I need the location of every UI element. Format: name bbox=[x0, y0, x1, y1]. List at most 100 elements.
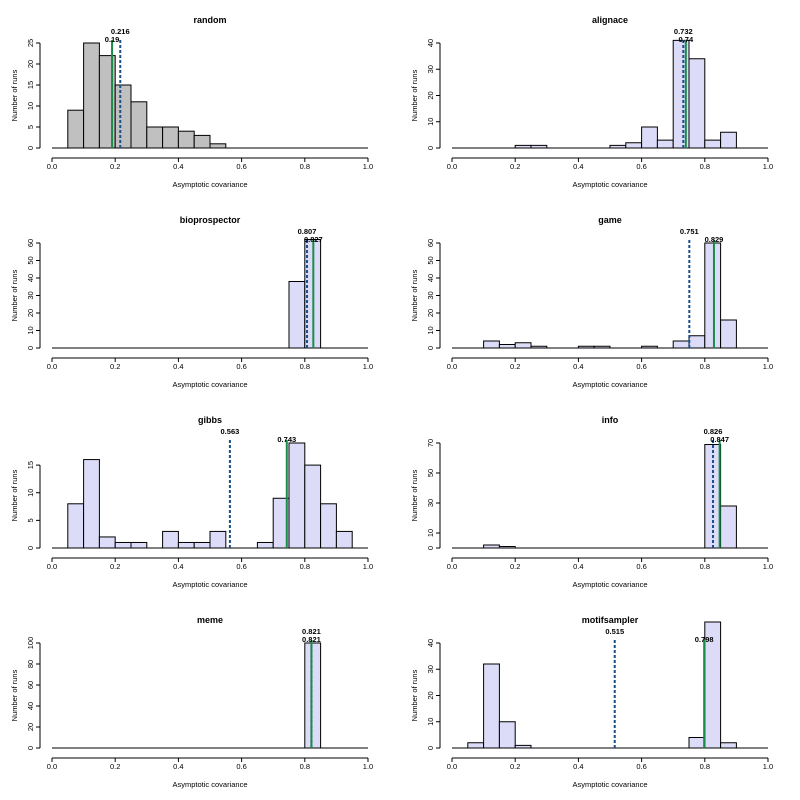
panel-bioprospector-x-tick-label: 0.4 bbox=[173, 362, 183, 371]
panel-bioprospector-x-tick-label: 0.6 bbox=[236, 362, 246, 371]
panel-random-y-tick-label: 15 bbox=[26, 81, 35, 89]
panel-info-x-tick-label: 0.6 bbox=[636, 562, 646, 571]
panel-alignace-title: alignace bbox=[592, 15, 628, 25]
panel-random-bar bbox=[193, 134, 211, 149]
panel-info-y-tick-label: 70 bbox=[426, 439, 435, 447]
panel-meme-y-tick-label: 0 bbox=[26, 746, 35, 750]
panel-gibbs-y-tick-label: 10 bbox=[26, 489, 35, 497]
panel-random-x-tick-label: 0.0 bbox=[47, 162, 57, 171]
panel-meme-y-tick-label: 40 bbox=[26, 702, 35, 710]
panel-motifsampler-y-tick-label: 10 bbox=[426, 718, 435, 726]
panel-gibbs-x-axis-label: Asymptotic covariance bbox=[172, 580, 247, 589]
panel-game-title: game bbox=[598, 215, 622, 225]
panel-game-x-tick-label: 0.6 bbox=[636, 362, 646, 371]
panel-random-title: random bbox=[193, 15, 226, 25]
panel-bioprospector-bar bbox=[288, 281, 306, 349]
panel-gibbs-x-tick-label: 0.8 bbox=[300, 562, 310, 571]
panel-alignace-x-tick-label: 0.8 bbox=[700, 162, 710, 171]
panel-bioprospector-y-tick-label: 20 bbox=[26, 309, 35, 317]
panel-gibbs-x-tick-label: 0.6 bbox=[236, 562, 246, 571]
panel-random-bar bbox=[177, 130, 195, 149]
panel-game-x-tick-label: 0.4 bbox=[573, 362, 583, 371]
panel-meme-solid-value-label: 0.821 bbox=[302, 635, 321, 644]
panel-motifsampler-bar bbox=[498, 721, 516, 749]
panel-motifsampler-x-tick-label: 0.0 bbox=[447, 762, 457, 771]
panel-random-x-tick-label: 0.6 bbox=[236, 162, 246, 171]
panel-gibbs-bar bbox=[114, 541, 132, 549]
panel-gibbs-y-tick-label: 0 bbox=[26, 546, 35, 550]
panel-game-x-tick-label: 0.0 bbox=[447, 362, 457, 371]
panel-motifsampler-y-tick-label: 0 bbox=[426, 746, 435, 750]
panel-alignace-x-tick-label: 0.4 bbox=[573, 162, 583, 171]
panel-game-y-tick-label: 0 bbox=[426, 346, 435, 350]
panel-motifsampler-y-axis-label: Number of runs bbox=[410, 669, 419, 721]
panel-motifsampler-x-tick-label: 0.2 bbox=[510, 762, 520, 771]
panel-game-x-tick-label: 0.2 bbox=[510, 362, 520, 371]
panel-meme-x-tick-label: 0.0 bbox=[47, 762, 57, 771]
panel-random-dashed-value-label: 0.216 bbox=[111, 27, 130, 36]
panel-gibbs-bar bbox=[320, 503, 337, 549]
panel-random-solid-value-label: 0.19 bbox=[105, 35, 120, 44]
panel-alignace-bar bbox=[641, 126, 658, 149]
panel-motifsampler-solid-value-label: 0.798 bbox=[695, 635, 714, 644]
panel-gibbs-bar bbox=[288, 442, 306, 549]
panel-info-y-axis-label: Number of runs bbox=[410, 469, 419, 521]
panel-gibbs-x-tick-label: 0.4 bbox=[173, 562, 183, 571]
panel-info-y-tick-label: 0 bbox=[426, 546, 435, 550]
panel-gibbs-bar bbox=[335, 530, 353, 549]
panel-bioprospector-solid-value-label: 0.827 bbox=[304, 235, 323, 244]
panel-info-y-tick-label: 10 bbox=[426, 529, 435, 537]
panel-bioprospector-y-tick-label: 0 bbox=[26, 346, 35, 350]
panel-info-dashed-value-label: 0.826 bbox=[704, 427, 723, 436]
panel-motifsampler-bar bbox=[720, 742, 737, 749]
panel-random-x-tick-label: 0.4 bbox=[173, 162, 183, 171]
panel-alignace-y-tick-label: 0 bbox=[426, 146, 435, 150]
panel-gibbs-x-tick-label: 1.0 bbox=[363, 562, 373, 571]
panel-gibbs-dashed-value-label: 0.563 bbox=[221, 427, 240, 436]
panel-gibbs-bar bbox=[256, 541, 274, 549]
panel-meme-x-tick-label: 1.0 bbox=[363, 762, 373, 771]
panel-game-y-axis-label: Number of runs bbox=[410, 269, 419, 321]
panel-gibbs-bar bbox=[193, 541, 211, 549]
panel-alignace-bar bbox=[704, 139, 722, 149]
panel-alignace-y-tick-label: 10 bbox=[426, 118, 435, 126]
panel-game-y-tick-label: 10 bbox=[426, 326, 435, 334]
panel-gibbs-bar bbox=[209, 530, 227, 549]
panel-alignace-dashed-value-label: 0.732 bbox=[674, 27, 693, 36]
panel-motifsampler-x-tick-label: 0.6 bbox=[636, 762, 646, 771]
panel-info-x-tick-label: 0.0 bbox=[447, 562, 457, 571]
panel-gibbs-bar bbox=[83, 459, 100, 549]
panel-alignace-bar bbox=[720, 131, 737, 149]
panel-alignace-x-tick-label: 0.6 bbox=[636, 162, 646, 171]
panel-info-x-tick-label: 1.0 bbox=[763, 562, 773, 571]
panel-game-bar bbox=[704, 242, 722, 349]
panel-motifsampler-x-tick-label: 1.0 bbox=[763, 762, 773, 771]
panel-alignace-bar bbox=[625, 142, 643, 149]
panel-motifsampler-bar bbox=[483, 663, 500, 749]
panel-random-bar bbox=[146, 126, 164, 149]
panel-gibbs-solid-value-label: 0.743 bbox=[277, 435, 296, 444]
panel-alignace-y-axis-label: Number of runs bbox=[410, 69, 419, 121]
panel-bioprospector-x-tick-label: 0.8 bbox=[300, 362, 310, 371]
panel-info-solid-value-label: 0.847 bbox=[710, 435, 729, 444]
panel-game-bar bbox=[514, 342, 532, 349]
panel-random-bar bbox=[114, 84, 132, 149]
panel-bioprospector-y-tick-label: 10 bbox=[26, 326, 35, 334]
panel-game-x-axis-label: Asymptotic covariance bbox=[572, 380, 647, 389]
panel-random-bar bbox=[67, 109, 85, 149]
panel-random-bar bbox=[130, 101, 148, 149]
panel-gibbs-title: gibbs bbox=[198, 415, 222, 425]
panel-meme-title: meme bbox=[197, 615, 223, 625]
panel-gibbs-bar bbox=[304, 464, 322, 549]
panel-meme-x-axis-label: Asymptotic covariance bbox=[172, 780, 247, 789]
panel-game-x-tick-label: 0.8 bbox=[700, 362, 710, 371]
panel-meme-y-tick-label: 100 bbox=[26, 637, 35, 650]
panel-meme-x-tick-label: 0.8 bbox=[300, 762, 310, 771]
panel-random-x-tick-label: 0.2 bbox=[110, 162, 120, 171]
panel-bioprospector-dashed-value-label: 0.807 bbox=[298, 227, 317, 236]
panel-gibbs-bar bbox=[177, 541, 195, 549]
panel-gibbs-y-tick-label: 5 bbox=[26, 518, 35, 522]
panel-bioprospector-y-axis-label: Number of runs bbox=[10, 269, 19, 321]
panel-game-solid-value-label: 0.829 bbox=[705, 235, 724, 244]
